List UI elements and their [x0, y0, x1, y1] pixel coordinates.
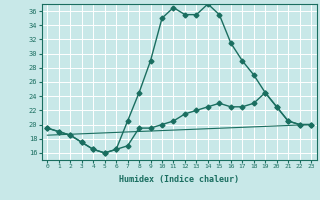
- X-axis label: Humidex (Indice chaleur): Humidex (Indice chaleur): [119, 175, 239, 184]
